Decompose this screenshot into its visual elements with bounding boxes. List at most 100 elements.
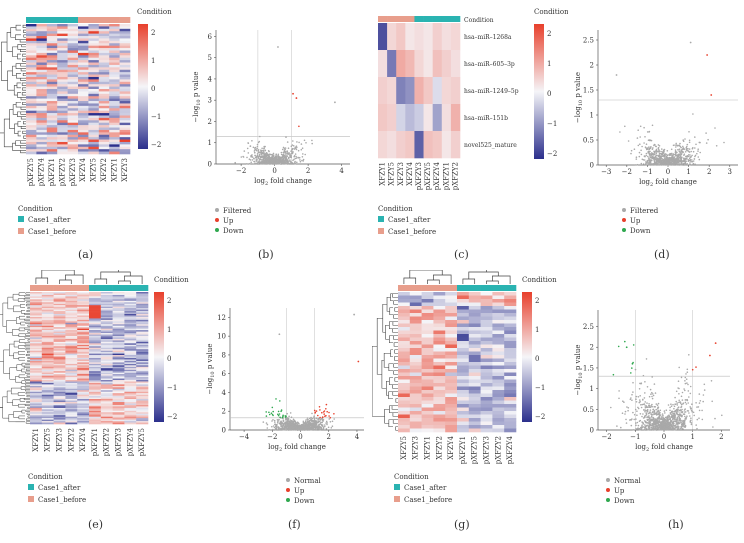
heatmap-cell xyxy=(504,401,516,405)
heatmap-cell xyxy=(68,140,79,143)
heatmap-cell xyxy=(57,26,68,29)
sample-label: pXFZY5 xyxy=(471,436,479,464)
heatmap-cell xyxy=(78,113,89,116)
heatmap-cell xyxy=(445,383,457,387)
heatmap-cell xyxy=(469,306,481,310)
heatmap-cell xyxy=(36,149,47,152)
heatmap-cell xyxy=(78,142,89,145)
legend-swatch-before xyxy=(394,496,400,502)
heatmap-cell xyxy=(378,50,387,77)
data-point xyxy=(650,159,652,161)
y-tick-label: 1 xyxy=(590,112,594,120)
data-point xyxy=(258,142,260,144)
heatmap-cell xyxy=(433,397,445,401)
heatmap-cell xyxy=(99,67,110,70)
heatmap-cell xyxy=(57,29,68,32)
heatmap-cell xyxy=(410,331,422,335)
heatmap-cell xyxy=(99,91,110,94)
data-point xyxy=(653,154,655,156)
data-point xyxy=(690,393,692,395)
data-point xyxy=(706,54,708,56)
data-point xyxy=(288,422,290,424)
data-point xyxy=(268,158,270,160)
heatmap-cell xyxy=(99,77,110,80)
data-point xyxy=(282,426,284,428)
panel-label: (f) xyxy=(288,518,301,531)
heatmap-cell xyxy=(492,338,504,342)
data-point xyxy=(312,425,314,427)
heatmap-cell xyxy=(26,113,37,116)
heatmap-cell xyxy=(120,125,131,128)
heatmap-cell xyxy=(398,292,410,296)
x-tick-label: 0 xyxy=(272,167,276,175)
heatmap-cell xyxy=(410,408,422,412)
annotation-cell xyxy=(30,285,42,291)
heatmap-cell xyxy=(47,50,58,53)
heatmap-cell xyxy=(492,303,504,307)
data-point xyxy=(635,422,637,424)
sample-label: pXFZY4 xyxy=(506,435,514,464)
scale-tick: −1 xyxy=(151,113,161,121)
heatmap-cell xyxy=(36,103,47,106)
heatmap-cell xyxy=(68,115,79,118)
heatmap-cell xyxy=(120,152,131,155)
heatmap-cell xyxy=(398,306,410,310)
heatmap-cell xyxy=(481,425,493,429)
heatmap-cell xyxy=(47,137,58,140)
heatmap-cell xyxy=(109,89,120,92)
heatmap-cell xyxy=(68,70,79,73)
heatmap-cell xyxy=(36,130,47,133)
data-point xyxy=(248,152,250,154)
data-point xyxy=(285,161,287,163)
heatmap-cell xyxy=(120,135,131,138)
heatmap-cell xyxy=(504,303,516,307)
row-label: novel525_mature xyxy=(464,142,517,149)
heatmap-cell xyxy=(398,380,410,384)
data-point xyxy=(293,426,295,428)
heatmap-cell xyxy=(378,23,387,50)
heatmap-cell xyxy=(433,418,445,422)
heatmap-cell xyxy=(457,334,469,338)
heatmap-cell xyxy=(88,72,99,75)
data-point xyxy=(630,372,632,374)
annotation-cell xyxy=(99,17,110,23)
data-point xyxy=(323,419,325,421)
heatmap-cell xyxy=(422,348,434,352)
heatmap-cell xyxy=(504,296,516,300)
data-point xyxy=(643,163,645,165)
data-points xyxy=(234,46,335,165)
heatmap-cell xyxy=(492,306,504,310)
heatmap-cell xyxy=(457,376,469,380)
heatmap-cell xyxy=(469,397,481,401)
heatmap-cell xyxy=(26,82,37,85)
heatmap-cell xyxy=(492,408,504,412)
heatmap-cell xyxy=(36,142,47,145)
data-point xyxy=(273,153,275,155)
y-tick-label: 0 xyxy=(222,427,226,435)
heatmap-cell xyxy=(78,130,89,133)
heatmap-cell xyxy=(120,46,131,49)
heatmap-cell xyxy=(26,48,37,51)
annotation-cell xyxy=(422,285,434,291)
heatmap-cell xyxy=(26,60,37,63)
heatmap-cell xyxy=(78,77,89,80)
heatmap-cell xyxy=(433,23,442,50)
data-point xyxy=(678,400,680,402)
heatmap-cell xyxy=(109,108,120,111)
heatmap-cell xyxy=(109,48,120,51)
heatmap-cell xyxy=(398,404,410,408)
heatmap-cell xyxy=(442,77,451,104)
data-point xyxy=(295,163,297,165)
data-point xyxy=(263,421,265,423)
heatmap-cell xyxy=(442,131,451,158)
heatmap-cell xyxy=(481,306,493,310)
legend-label: Up xyxy=(630,217,641,225)
row-dendrogram xyxy=(0,293,30,424)
data-point xyxy=(678,163,680,165)
heatmap-cell xyxy=(57,65,68,68)
data-point xyxy=(649,149,651,151)
data-point xyxy=(693,151,695,153)
heatmap-cell xyxy=(120,108,131,111)
heatmap-cell xyxy=(99,31,110,34)
